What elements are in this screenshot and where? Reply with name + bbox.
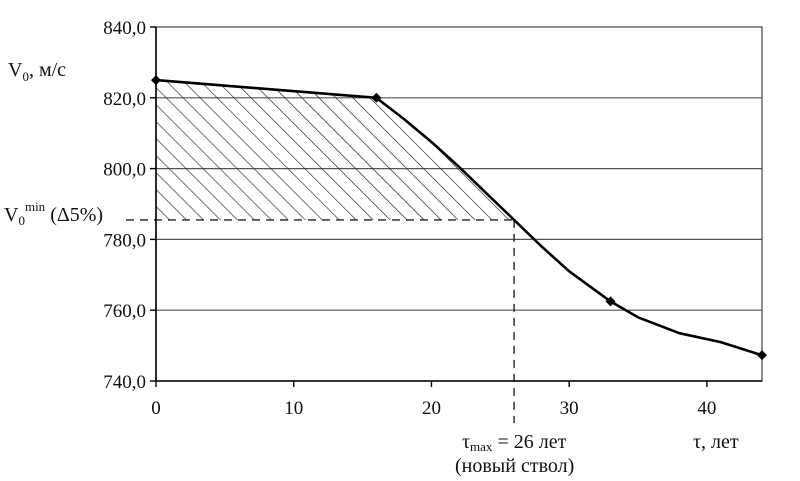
series-line xyxy=(155,78,763,357)
threshold-label-sub: 0 xyxy=(18,213,25,228)
data-markers xyxy=(151,75,767,361)
y-tick-label: 740,0 xyxy=(103,372,146,393)
tau-max-label-line2: (новый ствол) xyxy=(455,455,574,477)
threshold-label-sup: min xyxy=(25,199,46,214)
tau-max-label: τmax = 26 лет xyxy=(462,431,567,454)
tau-max-label-suffix: = 26 лет xyxy=(492,431,566,453)
x-tick-labels: 0 10 20 30 40 xyxy=(151,398,716,419)
x-axis-label: τ, лет xyxy=(693,431,739,453)
data-point-marker xyxy=(605,296,616,307)
x-tick-label: 40 xyxy=(697,398,716,419)
x-tick-label: 30 xyxy=(560,398,579,419)
tau-max-label-sub: max xyxy=(470,439,493,454)
x-tick-label: 10 xyxy=(284,398,303,419)
y-axis-label-unit: , м/с xyxy=(29,59,66,81)
y-tick-label: 820,0 xyxy=(103,89,146,110)
y-tick-label: 780,0 xyxy=(103,230,146,251)
hatched-region xyxy=(156,80,515,220)
data-point-marker xyxy=(151,75,161,86)
tau-max-label-main: τ xyxy=(462,431,470,453)
threshold-label-suffix: (Δ5%) xyxy=(45,204,103,226)
x-tick-label: 20 xyxy=(422,398,441,419)
y-axis-label-main: V xyxy=(8,59,23,81)
y-axis-label: V0, м/с xyxy=(8,59,66,84)
y-tick-label: 800,0 xyxy=(103,160,146,181)
y-tick-label: 840,0 xyxy=(103,18,146,39)
threshold-label: V0min (Δ5%) xyxy=(4,199,103,228)
y-tick-labels: 840,0 820,0 800,0 780,0 760,0 740,0 xyxy=(103,18,146,393)
axes xyxy=(150,26,763,387)
y-axis-label-sub: 0 xyxy=(22,69,29,84)
data-point-marker xyxy=(757,350,767,361)
threshold-label-main: V xyxy=(4,204,19,226)
y-tick-label: 760,0 xyxy=(103,301,146,322)
x-tick-label: 0 xyxy=(151,398,161,419)
data-point-marker xyxy=(371,92,382,103)
